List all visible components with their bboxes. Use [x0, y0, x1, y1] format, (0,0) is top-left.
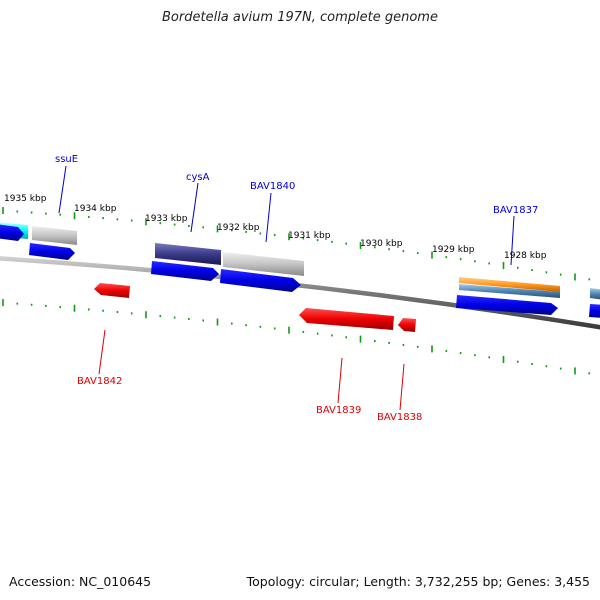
- map-title: Bordetella avium 197N, complete genome: [162, 10, 438, 25]
- feature-BAV1837-steel[interactable]: [459, 284, 560, 298]
- scale-labels: 1935 kbp 1934 kbp 1933 kbp 1932 kbp 1931…: [4, 194, 547, 261]
- feature-ssuE[interactable]: [32, 226, 77, 245]
- cds-BAV1838[interactable]: [398, 318, 416, 332]
- scale-ticks-outer: [2, 207, 591, 281]
- leader-BAV1842: [98, 329, 106, 375]
- scale-label-1929: 1929 kbp: [432, 245, 475, 255]
- cds-BAV1842[interactable]: [94, 283, 130, 298]
- feature-BAV1837-orange[interactable]: [459, 277, 560, 292]
- gene-label-BAV1842[interactable]: BAV1842: [77, 376, 122, 387]
- scale-label-1934: 1934 kbp: [74, 204, 117, 214]
- reverse-gene-labels: BAV1842 BAV1839 BAV1838: [77, 376, 422, 423]
- leader-ssuE: [58, 165, 67, 214]
- scale-label-1930: 1930 kbp: [360, 239, 403, 249]
- cds-BAV1839[interactable]: [299, 308, 394, 330]
- feature-steel-edge[interactable]: [590, 288, 600, 300]
- genome-stats-text: Topology: circular; Length: 3,732,255 bp…: [246, 574, 590, 589]
- cds-reverse-track: [94, 283, 416, 332]
- cds-forward-6[interactable]: [589, 304, 600, 318]
- scale-ticks-inner: [2, 299, 591, 375]
- leader-cysA: [190, 182, 199, 233]
- scale-label-1932: 1932 kbp: [217, 223, 260, 233]
- cds-forward-4[interactable]: [220, 269, 301, 292]
- leader-BAV1837: [510, 215, 515, 266]
- scale-label-1928: 1928 kbp: [504, 251, 547, 261]
- gene-label-BAV1840[interactable]: BAV1840: [250, 181, 295, 192]
- leader-BAV1838: [399, 363, 405, 411]
- cds-forward-1[interactable]: [0, 224, 24, 241]
- gene-label-ssuE[interactable]: ssuE: [55, 154, 78, 165]
- gene-label-BAV1838[interactable]: BAV1838: [377, 412, 422, 423]
- scale-label-1933: 1933 kbp: [145, 214, 188, 224]
- feature-cysA[interactable]: [155, 243, 221, 265]
- scale-label-1931: 1931 kbp: [288, 231, 331, 241]
- gene-label-BAV1837[interactable]: BAV1837: [493, 205, 538, 216]
- gene-label-BAV1839[interactable]: BAV1839: [316, 405, 361, 416]
- forward-gene-labels: ssuE cysA BAV1840 BAV1837: [55, 154, 538, 216]
- leader-BAV1840: [265, 192, 272, 243]
- feature-BAV1840[interactable]: [223, 252, 304, 276]
- label-leaders: [58, 165, 515, 411]
- cds-forward-track: [0, 224, 600, 318]
- cds-forward-5[interactable]: [456, 295, 558, 315]
- scale-label-1935: 1935 kbp: [4, 194, 47, 204]
- accession-text: Accession: NC_010645: [9, 574, 152, 589]
- cds-forward-3[interactable]: [151, 261, 219, 281]
- cds-forward-2[interactable]: [29, 243, 75, 260]
- gene-label-cysA[interactable]: cysA: [186, 172, 210, 183]
- leader-BAV1839: [337, 357, 343, 404]
